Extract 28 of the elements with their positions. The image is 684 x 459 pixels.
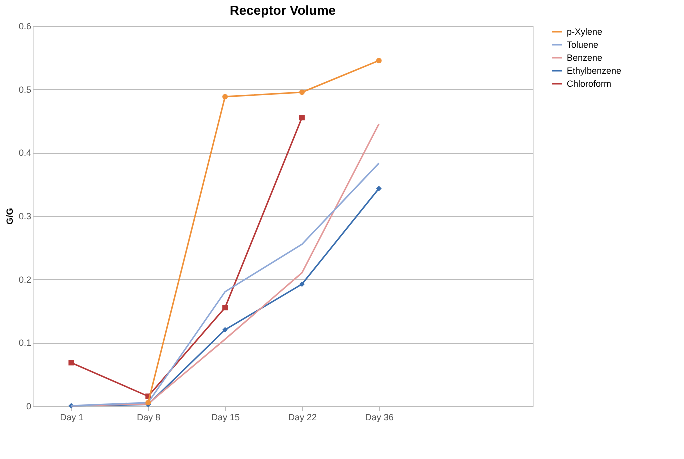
y-tick-label: 0.3	[18, 212, 32, 222]
x-tick-label: Day 8	[137, 412, 161, 422]
y-tick-label: 0.1	[18, 338, 32, 348]
chart-title: Receptor Volume	[230, 3, 336, 18]
x-tick-label: Day 22	[288, 412, 317, 422]
y-tick-label: 0.5	[18, 84, 32, 95]
x-tick-label: Day 15	[212, 412, 240, 422]
point	[222, 305, 228, 311]
point	[222, 94, 228, 100]
y-tick-label: 0	[26, 402, 32, 412]
point	[299, 90, 305, 96]
point	[376, 58, 382, 64]
point	[376, 186, 382, 192]
legend-label: p-Xylene	[567, 27, 603, 37]
y-tick-label: 0.4	[18, 148, 32, 158]
point	[299, 282, 305, 288]
x-tick-label: Day 1	[60, 412, 84, 422]
legend-label: Toluene	[567, 40, 599, 50]
y-tick-label: 0.6	[18, 22, 32, 32]
legend-label: Ethylbenzene	[567, 66, 622, 76]
y-axis-title: G/G	[4, 208, 15, 225]
x-tick-label: Day 36	[365, 412, 394, 422]
point	[68, 360, 74, 366]
point	[299, 115, 305, 121]
legend-label: Benzene	[567, 53, 603, 63]
y-tick-label: 0.2	[18, 274, 32, 285]
point	[222, 327, 228, 333]
legend-label: Chloroform	[567, 79, 612, 89]
